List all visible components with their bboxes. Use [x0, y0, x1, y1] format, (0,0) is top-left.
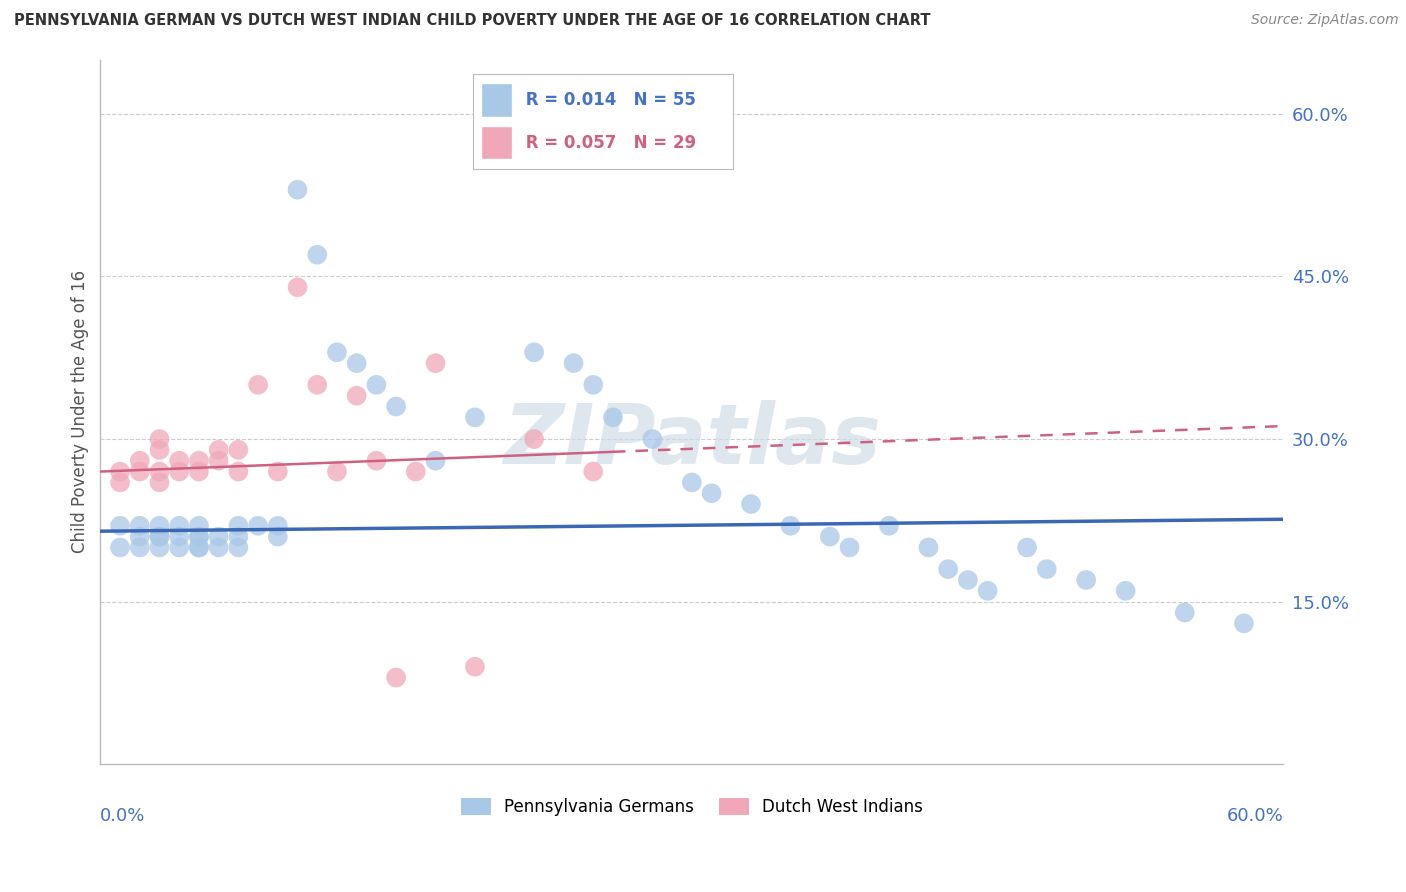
Point: [108, 475, 131, 490]
Point: [247, 518, 270, 533]
Point: [326, 465, 349, 479]
Point: [877, 518, 900, 533]
Point: [167, 530, 190, 544]
Point: [464, 659, 486, 673]
Point: [187, 465, 209, 479]
Text: 0.0%: 0.0%: [100, 806, 146, 824]
Point: [208, 454, 231, 468]
Point: [128, 541, 150, 555]
Point: [187, 530, 209, 544]
Point: [228, 541, 250, 555]
Point: [464, 410, 486, 425]
Point: [1115, 583, 1137, 598]
Point: [128, 465, 150, 479]
Text: ZIPatlas: ZIPatlas: [503, 400, 880, 481]
Point: [167, 465, 190, 479]
Point: [208, 442, 231, 457]
Point: [187, 454, 209, 468]
Point: [208, 530, 231, 544]
Point: [307, 248, 329, 262]
Point: [385, 671, 408, 685]
Point: [1233, 616, 1256, 631]
Point: [108, 518, 131, 533]
Point: [228, 465, 250, 479]
Point: [562, 356, 585, 370]
Point: [148, 442, 170, 457]
Point: [128, 454, 150, 468]
Point: [247, 377, 270, 392]
Point: [602, 410, 624, 425]
Text: 60.0%: 60.0%: [1226, 806, 1284, 824]
Point: [187, 541, 209, 555]
Point: [287, 183, 309, 197]
Point: [267, 530, 290, 544]
Text: Source: ZipAtlas.com: Source: ZipAtlas.com: [1251, 13, 1399, 28]
Point: [228, 518, 250, 533]
Point: [425, 454, 447, 468]
Point: [425, 356, 447, 370]
Point: [1174, 606, 1197, 620]
Point: [167, 541, 190, 555]
Point: [148, 541, 170, 555]
Point: [228, 442, 250, 457]
Point: [936, 562, 959, 576]
Point: [838, 541, 860, 555]
Point: [700, 486, 723, 500]
Point: [108, 465, 131, 479]
Point: [148, 530, 170, 544]
Point: [128, 518, 150, 533]
Point: [167, 518, 190, 533]
Point: [187, 530, 209, 544]
Point: [366, 454, 388, 468]
Point: [187, 518, 209, 533]
Point: [366, 377, 388, 392]
Point: [1035, 562, 1057, 576]
Y-axis label: Child Poverty Under the Age of 16: Child Poverty Under the Age of 16: [72, 270, 89, 554]
Point: [307, 377, 329, 392]
Point: [148, 465, 170, 479]
Point: [385, 400, 408, 414]
Point: [818, 530, 841, 544]
Point: [267, 465, 290, 479]
Point: [917, 541, 939, 555]
Point: [1015, 541, 1038, 555]
Point: [128, 530, 150, 544]
Point: [1076, 573, 1098, 587]
Point: [779, 518, 801, 533]
Point: [167, 454, 190, 468]
Point: [582, 377, 605, 392]
Point: [346, 389, 368, 403]
Point: [740, 497, 762, 511]
Point: [287, 280, 309, 294]
Point: [582, 465, 605, 479]
Point: [148, 475, 170, 490]
Point: [681, 475, 703, 490]
Point: [346, 356, 368, 370]
Point: [523, 345, 546, 359]
Point: [148, 432, 170, 446]
Point: [148, 518, 170, 533]
Point: [326, 345, 349, 359]
Point: [148, 530, 170, 544]
Legend: Pennsylvania Germans, Dutch West Indians: Pennsylvania Germans, Dutch West Indians: [454, 791, 929, 823]
Point: [208, 541, 231, 555]
Point: [267, 518, 290, 533]
Point: [523, 432, 546, 446]
Point: [228, 530, 250, 544]
Point: [641, 432, 664, 446]
Point: [976, 583, 998, 598]
Point: [956, 573, 979, 587]
Point: [405, 465, 427, 479]
Point: [187, 541, 209, 555]
Point: [108, 541, 131, 555]
Text: PENNSYLVANIA GERMAN VS DUTCH WEST INDIAN CHILD POVERTY UNDER THE AGE OF 16 CORRE: PENNSYLVANIA GERMAN VS DUTCH WEST INDIAN…: [14, 13, 931, 29]
